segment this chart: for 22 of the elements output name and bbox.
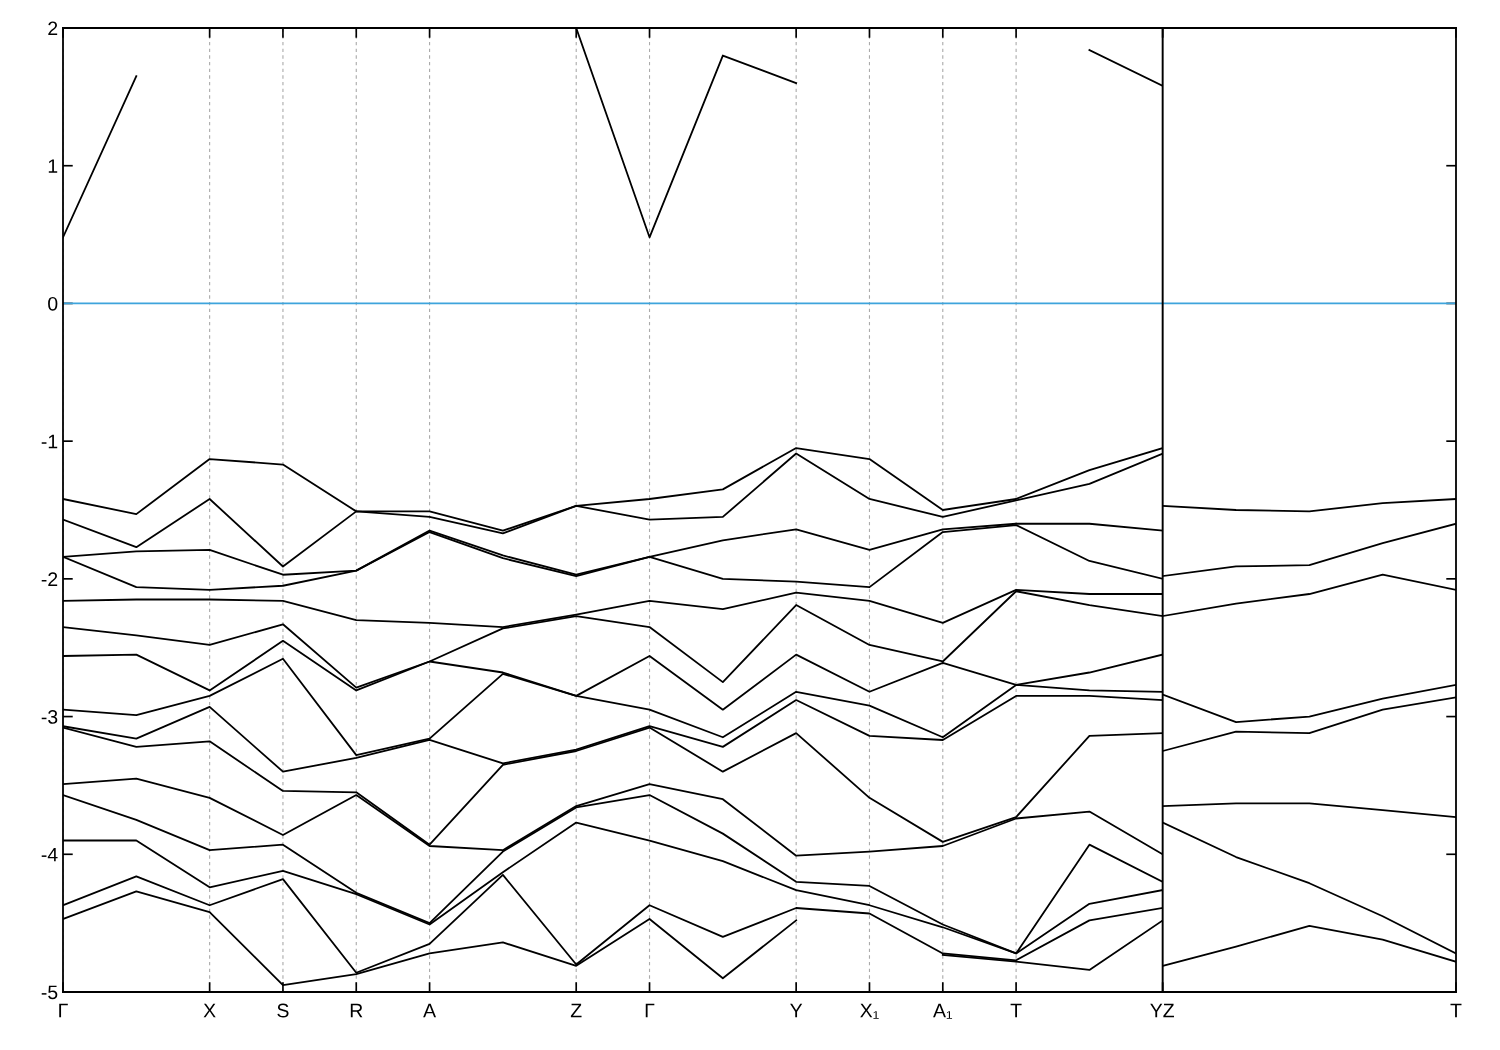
y-tick-label: 1 xyxy=(48,159,58,173)
y-tick-label: -1 xyxy=(41,434,58,449)
x-tick-label: A₁ xyxy=(933,1003,953,1019)
x-tick-label: Z xyxy=(1163,1003,1175,1018)
y-tick-label: 2 xyxy=(48,21,58,36)
x-tick-label: Γ xyxy=(59,1003,68,1018)
y-tick-label: -5 xyxy=(41,985,58,1000)
x-tick-label: Y xyxy=(1150,1003,1163,1018)
x-tick-label: S xyxy=(277,1003,289,1018)
y-tick-label: 0 xyxy=(48,296,58,311)
x-tick-label: A xyxy=(423,1003,437,1018)
x-tick-label: X₁ xyxy=(860,1003,879,1019)
x-tick-label: T xyxy=(1450,1003,1462,1018)
y-tick-label: -4 xyxy=(41,847,58,862)
x-tick-label: Z xyxy=(570,1003,582,1018)
x-tick-label: Γ xyxy=(645,1003,655,1018)
y-tick-label: -2 xyxy=(41,572,58,586)
x-tick-label: X xyxy=(203,1003,216,1018)
y-tick-label: -3 xyxy=(41,710,58,724)
x-tick-label: T xyxy=(1010,1003,1022,1018)
x-tick-label: Y xyxy=(790,1003,803,1018)
x-tick-label: R xyxy=(350,1003,363,1018)
